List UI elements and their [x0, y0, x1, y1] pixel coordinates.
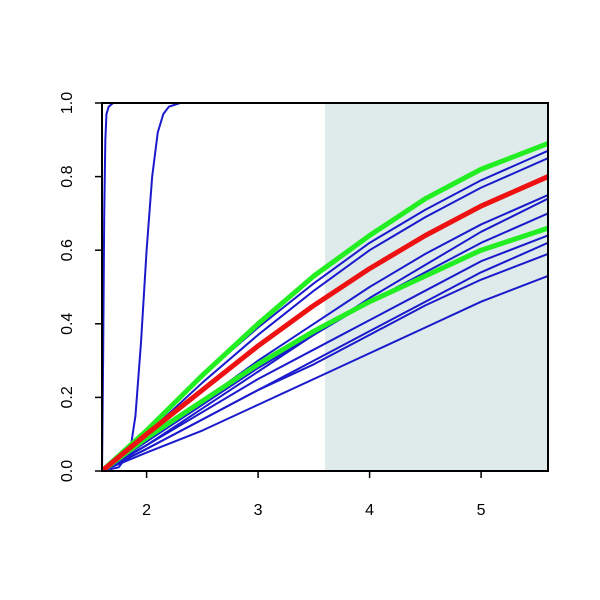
plot-area — [102, 102, 548, 472]
x-tick-label: 2 — [142, 502, 151, 519]
y-tick-label: 0.0 — [59, 460, 76, 482]
y-tick-label: 0.4 — [59, 313, 76, 335]
x-tick-label: 4 — [365, 502, 374, 519]
data-line — [102, 174, 548, 472]
data-line — [102, 234, 548, 472]
plot-frame — [101, 102, 549, 472]
y-tick-label: 1.0 — [59, 92, 76, 114]
data-line — [102, 212, 548, 472]
shaded-region — [325, 103, 548, 471]
data-line — [102, 275, 548, 472]
x-tick-label: 5 — [477, 502, 486, 519]
data-line — [102, 141, 548, 472]
data-line — [102, 252, 548, 472]
y-tick-label: 0.6 — [59, 239, 76, 261]
data-line — [102, 225, 548, 472]
x-tick-label: 3 — [254, 502, 263, 519]
y-tick-label: 0.8 — [59, 165, 76, 187]
y-tick-label: 0.2 — [59, 386, 76, 408]
